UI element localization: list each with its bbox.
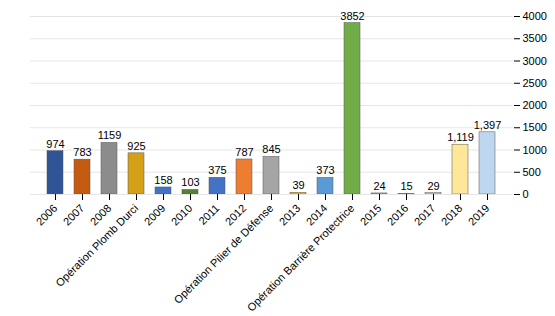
svg-text:3500: 3500 — [523, 32, 547, 44]
svg-text:158: 158 — [154, 174, 172, 186]
svg-text:4000: 4000 — [523, 10, 547, 22]
svg-text:0: 0 — [523, 188, 529, 200]
svg-text:500: 500 — [523, 166, 541, 178]
svg-text:2017: 2017 — [412, 202, 438, 228]
svg-text:2015: 2015 — [358, 202, 384, 228]
svg-text:2010: 2010 — [169, 202, 195, 228]
svg-text:787: 787 — [235, 146, 253, 158]
svg-text:2013: 2013 — [277, 202, 303, 228]
svg-text:24: 24 — [373, 180, 385, 192]
svg-text:15: 15 — [400, 180, 412, 192]
svg-text:974: 974 — [46, 138, 64, 150]
svg-text:375: 375 — [208, 164, 226, 176]
svg-text:Opération Plomb Durci: Opération Plomb Durci — [53, 202, 140, 289]
svg-text:3000: 3000 — [523, 55, 547, 67]
svg-text:2019: 2019 — [466, 202, 492, 228]
svg-text:373: 373 — [316, 164, 334, 176]
svg-text:2008: 2008 — [87, 201, 114, 228]
svg-text:2007: 2007 — [61, 202, 87, 228]
svg-text:2009: 2009 — [142, 202, 168, 228]
svg-text:1,119: 1,119 — [447, 131, 474, 143]
svg-text:Opération Barrière Protectrice: Opération Barrière Protectrice — [245, 202, 357, 314]
svg-text:925: 925 — [127, 140, 145, 152]
svg-text:39: 39 — [292, 179, 304, 191]
svg-text:1,397: 1,397 — [474, 119, 502, 131]
svg-text:2018: 2018 — [439, 202, 465, 228]
svg-text:29: 29 — [427, 180, 439, 192]
svg-text:2000: 2000 — [523, 99, 547, 111]
svg-text:845: 845 — [262, 143, 280, 155]
svg-text:103: 103 — [181, 176, 199, 188]
svg-text:2012: 2012 — [222, 201, 249, 228]
svg-text:1159: 1159 — [98, 129, 122, 141]
svg-text:2016: 2016 — [385, 202, 411, 228]
svg-text:Opération Pilier de Défense: Opération Pilier de Défense — [171, 201, 276, 306]
svg-text:1000: 1000 — [523, 144, 547, 156]
svg-text:783: 783 — [73, 146, 91, 158]
svg-text:2500: 2500 — [523, 77, 547, 89]
svg-text:3852: 3852 — [340, 10, 364, 22]
svg-text:2014: 2014 — [303, 201, 330, 228]
svg-text:2006: 2006 — [34, 202, 60, 228]
svg-text:2011: 2011 — [196, 202, 221, 227]
svg-text:1500: 1500 — [523, 121, 547, 133]
